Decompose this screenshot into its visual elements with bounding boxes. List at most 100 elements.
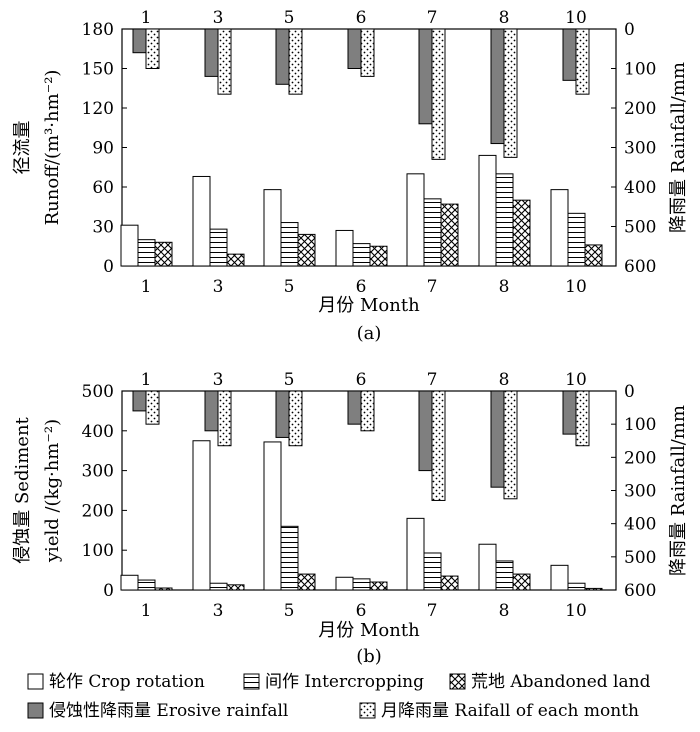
- right-tick-label: 500: [624, 548, 656, 568]
- x-tick-label: 10: [565, 277, 587, 297]
- right-tick-label: 400: [624, 178, 656, 198]
- legend-label: 间作 Intercropping: [265, 672, 424, 692]
- legend-swatch-dots: [359, 702, 376, 719]
- right-tick-label: 200: [624, 448, 656, 468]
- right-tick-label: 300: [624, 139, 656, 159]
- x-tick-label: 3: [213, 601, 224, 621]
- bar-cross: [297, 233, 316, 267]
- y-axis-title-cn: 侵蚀量 Sediment: [12, 416, 33, 563]
- bar-hlines: [567, 582, 586, 591]
- x-tick-label: 1: [141, 277, 152, 297]
- panel-a-runoff: 0 30 60 90 120 150 180 0 100 200 300 400 500 600 1 3 5 6 7…: [12, 8, 689, 344]
- bar-hlines: [209, 582, 228, 591]
- bar-hlines: [352, 578, 371, 591]
- left-tick-label: 500: [82, 382, 114, 402]
- bar-hlines: [423, 198, 442, 267]
- bar-cross: [512, 199, 531, 267]
- bar-hlines: [137, 579, 156, 591]
- top-category-label: 1: [141, 370, 152, 390]
- legend-swatch-gray: [27, 702, 44, 719]
- x-tick-label: 7: [427, 601, 438, 621]
- rain-bar-gray: [275, 390, 290, 438]
- x-tick-label: 1: [141, 601, 152, 621]
- bar-blank: [478, 154, 497, 267]
- top-category-label: 3: [213, 8, 224, 28]
- rain-bar-dots: [575, 390, 590, 447]
- rain-bar-gray: [204, 390, 219, 432]
- bar-cross: [440, 203, 459, 267]
- rain-bar-gray: [204, 28, 219, 77]
- legend-label: 荒地 Abandoned land: [471, 672, 651, 692]
- bar-cross: [584, 244, 603, 267]
- top-category-label: 1: [141, 8, 152, 28]
- legend-swatch-hlines: [243, 673, 260, 690]
- bar-blank: [263, 441, 282, 591]
- bar-blank: [335, 576, 354, 591]
- bar-hlines: [280, 525, 299, 591]
- rain-bar-gray: [275, 28, 290, 85]
- top-category-label: 8: [499, 370, 510, 390]
- top-category-label: 8: [499, 8, 510, 28]
- bar-blank: [335, 229, 354, 267]
- bar-hlines: [495, 560, 514, 591]
- rain-bar-dots: [288, 390, 303, 447]
- bar-blank: [406, 517, 425, 591]
- rain-bar-dots: [360, 390, 375, 432]
- x-tick-label: 6: [356, 601, 367, 621]
- y-axis-title-en: Runoff/(m³·hm⁻²): [42, 70, 63, 226]
- right-tick-label: 300: [624, 482, 656, 502]
- rain-bar-gray: [490, 28, 505, 145]
- bar-blank: [406, 173, 425, 267]
- x-tick-label: 5: [284, 601, 295, 621]
- left-tick-label: 90: [92, 139, 114, 159]
- top-category-label: 7: [427, 370, 438, 390]
- panel-b-sediment: 0 100 200 300 400 500 0 100 200 300 400 500 600 1 3 5 6 7…: [12, 370, 689, 667]
- rain-bar-dots: [431, 28, 446, 160]
- rain-axis-title: 降雨量 Rainfall/mm: [668, 405, 689, 576]
- rain-bar-gray: [562, 390, 577, 435]
- bar-hlines: [352, 243, 371, 267]
- right-tick-label: 500: [624, 218, 656, 238]
- legend-label: 月降雨量 Raifall of each month: [381, 701, 639, 721]
- x-tick-label: 8: [499, 601, 510, 621]
- panel-label: (a): [357, 323, 382, 344]
- x-tick-label: 5: [284, 277, 295, 297]
- rain-bar-gray: [418, 390, 433, 472]
- rain-bar-gray: [347, 28, 362, 69]
- bar-blank: [120, 224, 139, 267]
- right-tick-label: 0: [624, 20, 635, 40]
- rain-bar-gray: [132, 28, 147, 54]
- rain-bar-dots: [575, 28, 590, 95]
- bar-cross: [512, 573, 531, 591]
- left-tick-label: 400: [82, 422, 114, 442]
- bar-cross: [154, 587, 173, 591]
- rain-bar-gray: [490, 390, 505, 488]
- bar-blank: [192, 175, 211, 267]
- top-category-label: 6: [356, 370, 367, 390]
- bar-cross: [369, 581, 388, 591]
- left-tick-label: 0: [103, 581, 114, 601]
- left-tick-label: 0: [103, 257, 114, 277]
- legend-swatch-blank: [27, 673, 44, 690]
- right-tick-label: 100: [624, 60, 656, 80]
- bar-cross: [584, 587, 603, 591]
- bar-cross: [226, 253, 245, 267]
- top-category-label: 10: [565, 8, 587, 28]
- rain-bar-gray: [347, 390, 362, 425]
- left-tick-label: 120: [82, 99, 114, 119]
- right-tick-label: 600: [624, 581, 656, 601]
- x-tick-label: 6: [356, 277, 367, 297]
- rain-bar-dots: [217, 28, 232, 95]
- rain-bar-dots: [288, 28, 303, 95]
- y-axis-title-en: yield /(kg·hm⁻²): [42, 419, 63, 563]
- left-tick-label: 200: [82, 501, 114, 521]
- x-tick-label: 3: [213, 277, 224, 297]
- bar-cross: [369, 245, 388, 267]
- rain-bar-gray: [132, 390, 147, 412]
- right-tick-label: 100: [624, 415, 656, 435]
- x-axis-title: 月份 Month: [318, 295, 420, 316]
- bar-hlines: [280, 222, 299, 267]
- rain-bar-dots: [145, 28, 160, 69]
- bar-blank: [192, 440, 211, 591]
